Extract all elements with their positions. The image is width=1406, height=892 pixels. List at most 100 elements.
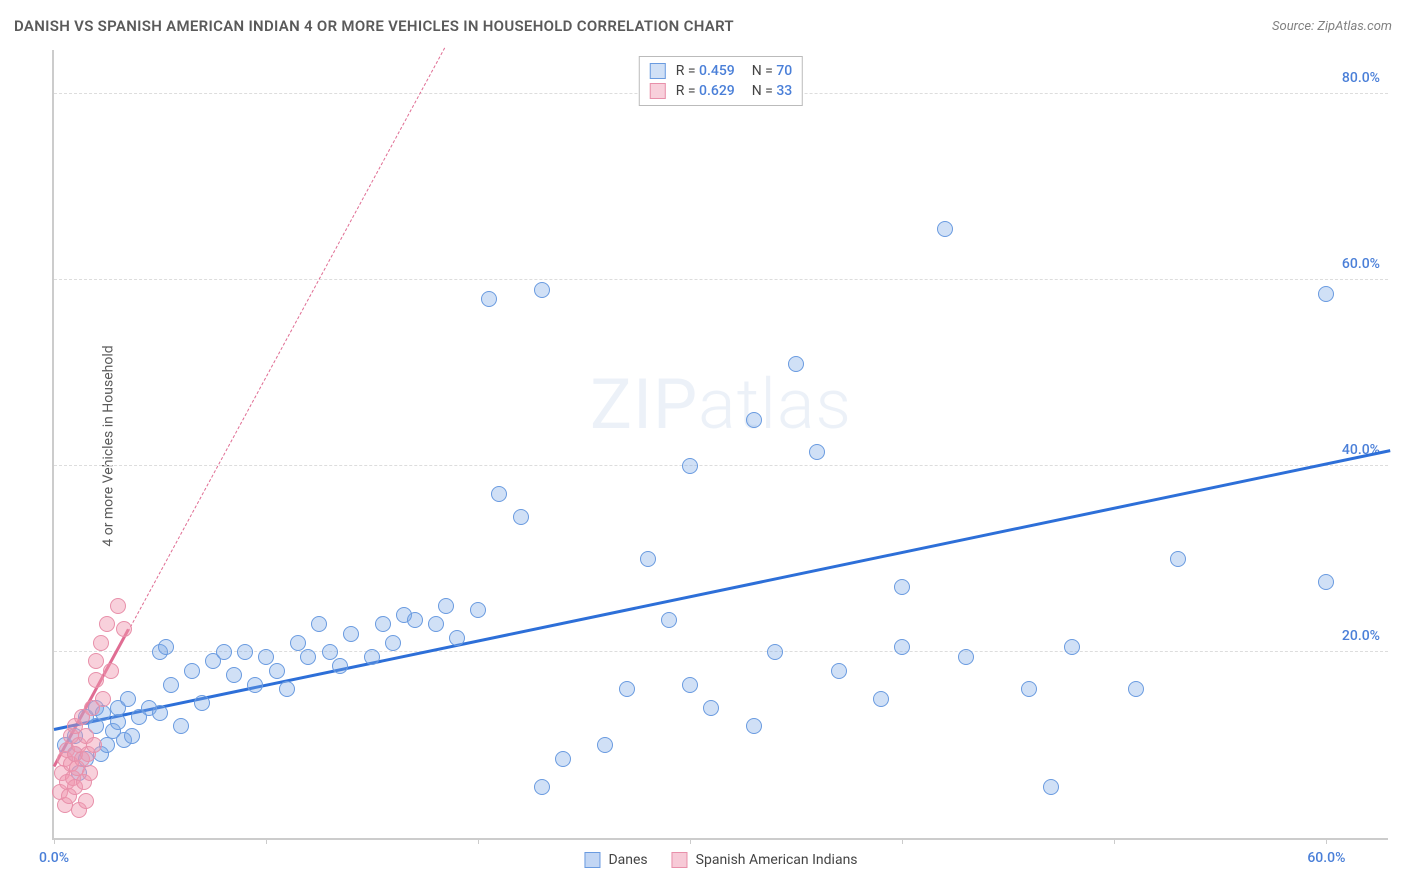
- point-danes: [1128, 681, 1144, 697]
- x-tick: [54, 838, 55, 844]
- point-danes: [428, 616, 444, 632]
- point-danes: [216, 644, 232, 660]
- point-spanish: [116, 621, 132, 637]
- point-danes: [640, 551, 656, 567]
- legend-item: Spanish American Indians: [672, 852, 858, 868]
- stat-row: R = 0.629 N = 33: [650, 81, 792, 101]
- point-danes: [110, 714, 126, 730]
- source-label: Source: ZipAtlas.com: [1272, 19, 1392, 34]
- point-danes: [279, 681, 295, 697]
- point-danes: [237, 644, 253, 660]
- stat-row: R = 0.459 N = 70: [650, 61, 792, 81]
- point-spanish: [82, 765, 98, 781]
- legend-label: Spanish American Indians: [696, 852, 858, 868]
- stat-box: R = 0.459 N = 70R = 0.629 N = 33: [639, 56, 803, 106]
- point-danes: [703, 700, 719, 716]
- stat-n-label: N = 70: [745, 63, 792, 79]
- point-danes: [619, 681, 635, 697]
- gridline-h: [54, 279, 1388, 280]
- x-tick-label: 0.0%: [39, 850, 69, 866]
- point-danes: [290, 635, 306, 651]
- legend-swatch: [650, 83, 666, 99]
- point-spanish: [103, 663, 119, 679]
- point-danes: [597, 737, 613, 753]
- point-danes: [124, 728, 140, 744]
- point-danes: [364, 649, 380, 665]
- y-tick-label: 80.0%: [1342, 70, 1380, 86]
- point-danes: [1318, 574, 1334, 590]
- point-danes: [173, 718, 189, 734]
- point-spanish: [99, 616, 115, 632]
- point-danes: [343, 626, 359, 642]
- point-danes: [809, 444, 825, 460]
- point-spanish: [86, 737, 102, 753]
- legend-swatch: [672, 852, 688, 868]
- point-danes: [873, 691, 889, 707]
- point-danes: [184, 663, 200, 679]
- point-danes: [894, 639, 910, 655]
- gridline-h: [54, 465, 1388, 466]
- point-danes: [958, 649, 974, 665]
- point-danes: [513, 509, 529, 525]
- x-tick-label: 60.0%: [1307, 850, 1345, 866]
- point-danes: [682, 458, 698, 474]
- point-danes: [746, 718, 762, 734]
- x-tick: [1114, 838, 1115, 844]
- x-tick: [902, 838, 903, 844]
- point-danes: [1043, 779, 1059, 795]
- point-danes: [1170, 551, 1186, 567]
- point-danes: [831, 663, 847, 679]
- point-danes: [438, 598, 454, 614]
- point-danes: [661, 612, 677, 628]
- point-spanish: [78, 793, 94, 809]
- point-danes: [894, 579, 910, 595]
- point-danes: [534, 282, 550, 298]
- point-danes: [322, 644, 338, 660]
- point-danes: [788, 356, 804, 372]
- point-danes: [332, 658, 348, 674]
- point-danes: [375, 616, 391, 632]
- point-danes: [226, 667, 242, 683]
- point-spanish: [88, 653, 104, 669]
- stat-r-label: R = 0.629: [676, 83, 735, 99]
- legend-bottom: Danes Spanish American Indians: [584, 852, 857, 868]
- point-danes: [1064, 639, 1080, 655]
- point-danes: [1021, 681, 1037, 697]
- point-danes: [534, 779, 550, 795]
- point-danes: [470, 602, 486, 618]
- x-tick: [1326, 838, 1327, 844]
- point-danes: [163, 677, 179, 693]
- point-danes: [746, 412, 762, 428]
- point-spanish: [88, 672, 104, 688]
- point-danes: [937, 221, 953, 237]
- point-danes: [1318, 286, 1334, 302]
- y-tick-label: 20.0%: [1342, 628, 1380, 644]
- y-tick-label: 60.0%: [1342, 256, 1380, 272]
- stat-n-label: N = 33: [745, 83, 792, 99]
- point-danes: [449, 630, 465, 646]
- point-danes: [300, 649, 316, 665]
- chart-container: DANISH VS SPANISH AMERICAN INDIAN 4 OR M…: [0, 0, 1406, 892]
- point-danes: [311, 616, 327, 632]
- plot-area: ZIPatlas 20.0%40.0%60.0%80.0%0.0%60.0%R …: [52, 50, 1388, 840]
- legend-item: Danes: [584, 852, 647, 868]
- point-danes: [152, 705, 168, 721]
- point-danes: [258, 649, 274, 665]
- point-spanish: [93, 635, 109, 651]
- legend-swatch: [584, 852, 600, 868]
- chart-title: DANISH VS SPANISH AMERICAN INDIAN 4 OR M…: [14, 17, 734, 35]
- point-danes: [682, 677, 698, 693]
- legend-swatch: [650, 63, 666, 79]
- point-danes: [269, 663, 285, 679]
- gridline-h: [54, 651, 1388, 652]
- x-tick: [266, 838, 267, 844]
- point-danes: [385, 635, 401, 651]
- trend-line: [128, 47, 446, 631]
- point-danes: [555, 751, 571, 767]
- stat-r-label: R = 0.459: [676, 63, 735, 79]
- point-danes: [407, 612, 423, 628]
- x-tick: [478, 838, 479, 844]
- point-spanish: [95, 691, 111, 707]
- point-danes: [158, 639, 174, 655]
- point-danes: [767, 644, 783, 660]
